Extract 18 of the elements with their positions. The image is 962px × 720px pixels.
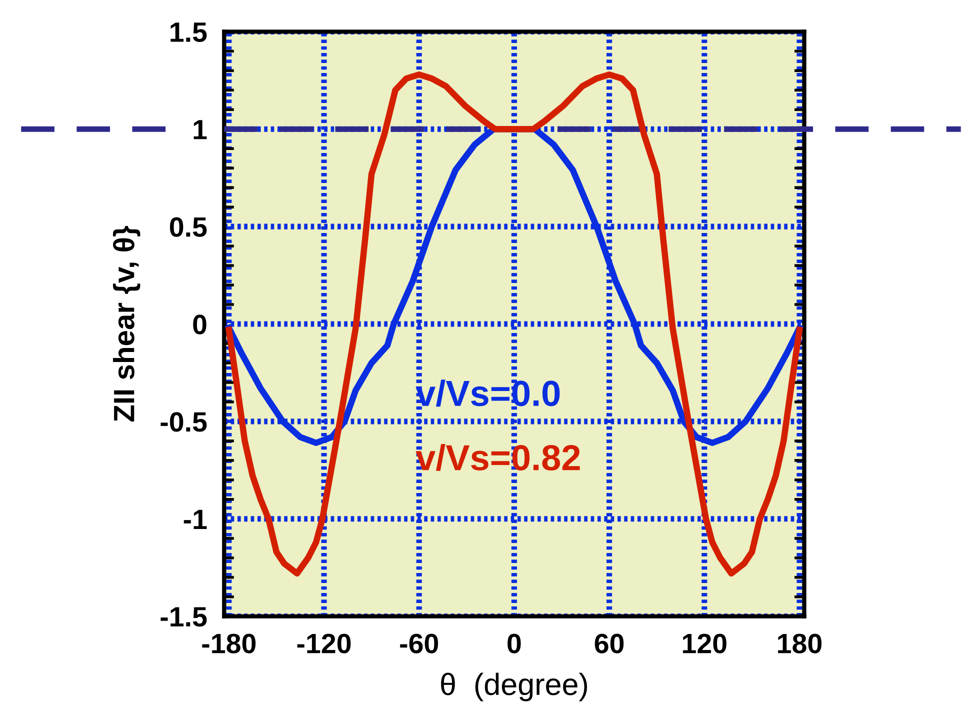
text: v/Vs=0.82 [416, 444, 580, 471]
x-axis-title: θ (degree) [441, 672, 588, 702]
y-tick-label: -0.5 [160, 412, 207, 432]
y-axis-title: ZII shear {v, θ} [112, 226, 140, 422]
y-tick-label: -1 [184, 510, 207, 529]
y-tick-label: 0 [193, 314, 206, 334]
y-tick-label: 0.5 [170, 217, 207, 237]
y-tick-label: 1 [194, 120, 207, 140]
x-tick-label: 180 [778, 634, 822, 654]
x-tick-label: 60 [594, 634, 624, 654]
x-tick-label: -60 [400, 634, 438, 654]
x-tick-label: 120 [682, 634, 726, 654]
x-tick-label: -180 [202, 634, 256, 654]
y-tick-label: 1.5 [170, 22, 207, 42]
x-tick-label: 0 [508, 634, 521, 654]
x-tick-label: -120 [297, 634, 351, 654]
y-tick-label: -1.5 [160, 607, 207, 627]
series-label: v/Vs=0.0 [416, 380, 560, 407]
